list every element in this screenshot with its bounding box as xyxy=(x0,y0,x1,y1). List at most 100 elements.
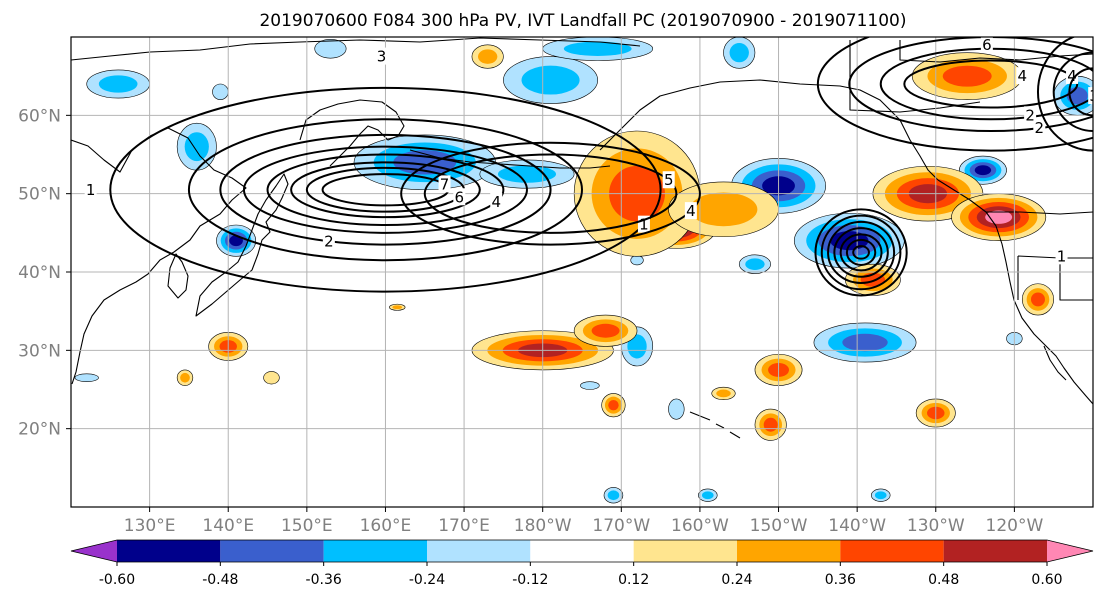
pv-anomaly-9 xyxy=(723,37,756,69)
colorbar-label-3: -0.24 xyxy=(409,572,445,588)
ivt-contour-0-2 xyxy=(290,161,481,219)
ivt-contour-label-3-1-bg xyxy=(1088,87,1093,105)
pv-anomaly-19-level-0 xyxy=(668,398,685,420)
colorbar-swatch-1 xyxy=(117,540,221,562)
colorbar-label-2: -0.36 xyxy=(306,572,342,588)
x-tick-label-5: 180°W xyxy=(514,516,572,536)
graticule xyxy=(71,37,1093,507)
x-tick-label-7: 160°W xyxy=(671,516,729,536)
colorbar-label-7: 0.36 xyxy=(825,572,856,588)
pv-anomaly-21-level-1 xyxy=(701,491,714,500)
ivt-contour-0-7 xyxy=(109,86,662,293)
colorbar-label-8: 0.48 xyxy=(928,572,959,588)
ivt-contour-label-3-1: 3 xyxy=(1089,87,1099,105)
ivt-contour-label-3-0: 4 xyxy=(1067,67,1077,85)
ivt-contour-label-0-7: 1 xyxy=(639,216,649,234)
pv-anomaly-2 xyxy=(212,83,229,100)
pv-anomaly-33-level-2 xyxy=(591,323,620,338)
ivt-extra-label-2-bg xyxy=(1016,67,1029,85)
pv-anomaly-7 xyxy=(503,56,599,104)
ivt-contour-label-3-2-bg xyxy=(1033,119,1046,137)
coast-japan xyxy=(195,173,289,317)
pv-anomaly-6 xyxy=(479,159,575,189)
pv-anomaly-13-level-0 xyxy=(630,255,644,266)
ivt-contour-0-5 xyxy=(219,133,552,246)
ivt-contour-3-0 xyxy=(903,59,1079,109)
pv-anomaly-36-level-2 xyxy=(763,417,778,432)
pv-anomaly-39 xyxy=(176,369,194,386)
x-tick-label-8: 150°W xyxy=(750,516,808,536)
y-tick-label-4: 60°N xyxy=(18,106,61,126)
pv-anomaly-33 xyxy=(573,314,638,347)
pv-anomaly-2-level-0 xyxy=(212,83,229,100)
pv-anomaly-13 xyxy=(630,255,644,266)
x-tick-label-2: 150°E xyxy=(281,516,333,536)
colorbar-swatch-5 xyxy=(530,540,634,562)
colorbar-swatch-0 xyxy=(71,540,117,562)
ivt-pc-contours: 76421544321543314216 xyxy=(84,36,1099,297)
ivt-contour-3-3 xyxy=(816,37,1093,152)
colorbar-swatch-10 xyxy=(1047,540,1093,562)
pv-anomaly-0 xyxy=(86,69,150,99)
x-tick-label-0: 130°E xyxy=(124,516,176,536)
pv-anomaly-21 xyxy=(698,488,718,502)
axis-ticks: 130°E 140°E 150°E 160°E 170°E 180°W 170°W 160°W… xyxy=(18,106,1043,536)
ivt-contour-2-1 xyxy=(845,238,877,266)
x-tick-label-11: 120°W xyxy=(986,516,1044,536)
pv-anomaly-35-level-2 xyxy=(608,399,619,411)
pv-anomaly-30 xyxy=(911,52,1023,100)
y-tick-label-0: 20°N xyxy=(18,420,61,440)
colorbar-label-1: -0.48 xyxy=(202,572,238,588)
y-tick-label-1: 30°N xyxy=(18,341,61,361)
pv-anomaly-36 xyxy=(754,408,787,441)
pv-anomaly-35 xyxy=(601,393,626,418)
ivt-contour-2-6 xyxy=(814,208,908,297)
ivt-contour-label-0-3-bg xyxy=(490,192,503,210)
y-tick-label-2: 40°N xyxy=(18,263,61,283)
pv-anomaly-16-level-1 xyxy=(627,334,647,359)
colorbar-label-5: 0.12 xyxy=(618,572,649,588)
pv-anomaly-41-level-1 xyxy=(392,305,403,310)
pv-anomaly-22-level-1 xyxy=(874,491,887,500)
pv-anomaly-40-level-0 xyxy=(263,371,280,385)
pv-anomaly-17-level-2 xyxy=(842,333,888,352)
ivt-extra-label-4-bg xyxy=(1055,247,1068,265)
pv-anomaly-4-level-0 xyxy=(314,39,347,59)
pv-anomaly-31 xyxy=(471,44,504,69)
pv-anomaly-44-level-2 xyxy=(1030,292,1045,307)
pv-anomaly-31-level-1 xyxy=(477,49,498,64)
pv-anomaly-23 xyxy=(74,373,99,382)
ivt-contour-label-0-0-bg xyxy=(438,175,451,193)
pv-anomaly-41 xyxy=(389,303,406,311)
x-tick-label-10: 130°W xyxy=(907,516,965,536)
ivt-contour-2-4 xyxy=(827,220,896,284)
ivt-extra-label-5: 6 xyxy=(982,36,992,54)
pv-anomaly-9-level-1 xyxy=(729,43,749,63)
ivt-contour-label-1-1-bg xyxy=(684,202,697,220)
ivt-extra-label-5-bg xyxy=(980,37,993,53)
ivt-contour-0-3 xyxy=(266,153,505,226)
ivt-contour-2-5 xyxy=(820,214,902,291)
ivt-contour-2-0 xyxy=(852,245,870,260)
ivt-contour-0-6 xyxy=(187,118,584,262)
pv-anomaly-19 xyxy=(668,398,685,420)
colorbar-swatch-9 xyxy=(943,540,1047,562)
x-tick-label-1: 140°E xyxy=(202,516,254,536)
ivt-extra-label-2: 4 xyxy=(1017,67,1027,85)
pv-anomaly-44 xyxy=(1021,283,1054,316)
ivt-contour-2-2 xyxy=(839,233,883,272)
coast-siberia-north xyxy=(71,37,641,61)
ivt-contour-3-2 xyxy=(848,37,1093,132)
ivt-contour-label-0-3: 4 xyxy=(491,193,501,211)
pv-anomaly-40 xyxy=(263,371,280,385)
ivt-contour-4-2 xyxy=(1036,37,1093,152)
ivt-contour-label-1-0-bg xyxy=(662,171,675,189)
colorbar-label-6: 0.24 xyxy=(721,572,752,588)
pv-anomaly-27-level-1 xyxy=(689,192,758,227)
chart-title: 2019070600 F084 300 hPa PV, IVT Landfall… xyxy=(259,11,906,31)
ivt-contour-1-1 xyxy=(400,141,701,246)
pv-anomaly-4 xyxy=(314,39,347,59)
pv-anomaly-7-level-1 xyxy=(521,65,580,95)
ivt-extra-label-0-bg xyxy=(375,47,388,65)
